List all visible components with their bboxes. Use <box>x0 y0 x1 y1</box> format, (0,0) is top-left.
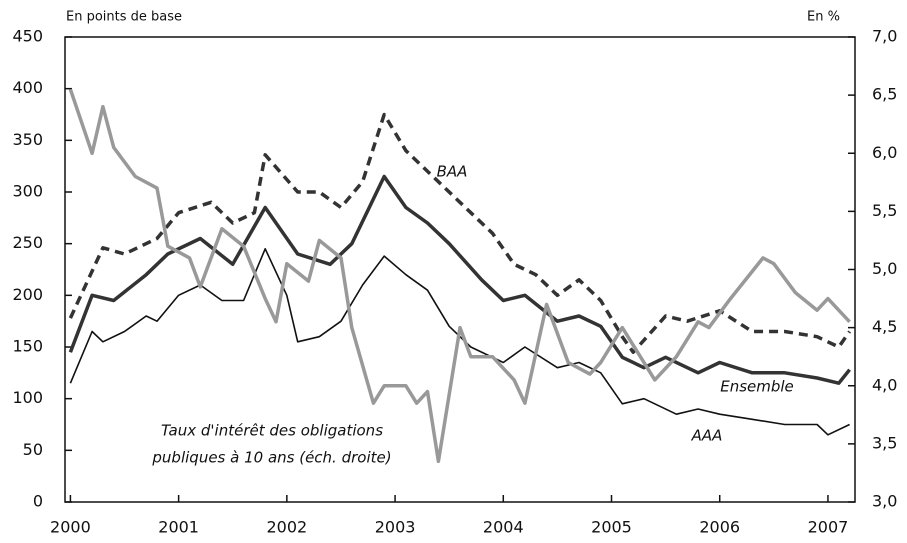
y2-axis-label: En % <box>807 10 840 25</box>
y2-tick-label: 6,0 <box>872 143 897 162</box>
y2-tick-label: 5,0 <box>872 259 897 278</box>
series-line <box>68 88 851 464</box>
x-tick-label: 2003 <box>375 518 416 537</box>
x-tick-label: 2001 <box>158 518 199 537</box>
x-tick-label: 2006 <box>699 518 740 537</box>
x-tick-label: 2007 <box>808 518 849 537</box>
series-line <box>68 112 852 354</box>
y2-tick-label: 3,5 <box>872 433 897 452</box>
y2-tick-label: 7,0 <box>872 27 897 46</box>
y-tick-label: 350 <box>12 130 43 149</box>
y-axis-label: En points de base <box>66 10 182 25</box>
y-tick-label: 0 <box>33 492 43 511</box>
series-line <box>68 174 851 385</box>
y-tick-label: 50 <box>23 440 43 459</box>
y2-tick-label: 5,5 <box>872 201 897 220</box>
y-tick-label: 400 <box>12 78 43 97</box>
y-tick-label: 250 <box>12 233 43 252</box>
y-tick-label: 450 <box>12 27 43 46</box>
annotation: AAA <box>691 427 723 445</box>
x-tick-label: 2005 <box>591 518 632 537</box>
series-line <box>69 248 850 436</box>
y2-tick-label: 4,0 <box>872 375 897 394</box>
annotation: Ensemble <box>720 378 794 396</box>
annotation: publiques à 10 ans (éch. droite) <box>151 449 391 467</box>
y-tick-label: 150 <box>12 337 43 356</box>
y-tick-label: 300 <box>12 182 43 201</box>
annotation: Taux d'intérêt des obligations <box>161 422 383 440</box>
y-tick-label: 200 <box>12 285 43 304</box>
x-tick-label: 2000 <box>50 518 91 537</box>
x-tick-label: 2004 <box>483 518 524 537</box>
x-tick-label: 2002 <box>266 518 307 537</box>
annotation: BAA <box>437 163 468 181</box>
y2-tick-label: 4,5 <box>872 317 897 336</box>
y2-tick-label: 6,5 <box>872 85 897 104</box>
y2-tick-label: 3,0 <box>872 492 897 511</box>
y-tick-label: 100 <box>12 388 43 407</box>
